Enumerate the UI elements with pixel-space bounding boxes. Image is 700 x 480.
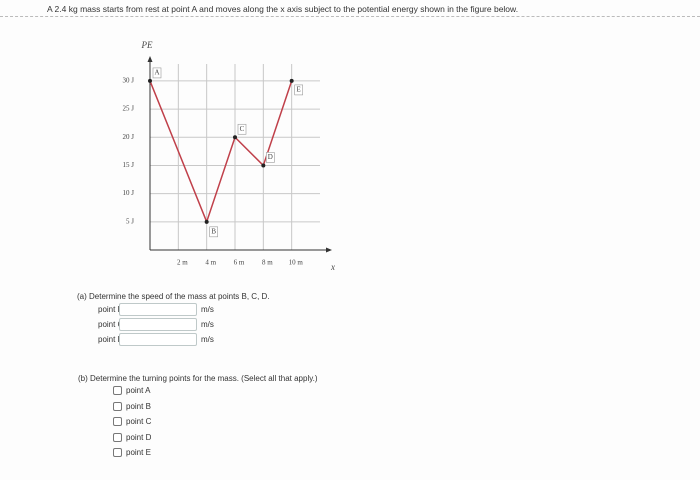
answer-input[interactable] — [119, 318, 197, 331]
unit-label: m/s — [201, 320, 214, 329]
answer-input[interactable] — [119, 303, 197, 316]
point-label: A — [154, 69, 159, 77]
y-axis-label: PE — [141, 40, 153, 50]
unit-label: m/s — [201, 305, 214, 314]
y-axis-arrow — [147, 56, 153, 62]
problem-statement: A 2.4 kg mass starts from rest at point … — [47, 4, 519, 14]
data-point — [289, 78, 294, 83]
y-tick-label: 30 J — [123, 77, 135, 85]
chart: PE x 5 J 10 J 15 J 20 J 25 J 30 J 2 m 4 m 6 m 8 m… — [123, 40, 335, 272]
x-tick-label: 6 m — [234, 259, 245, 267]
row-label: point C — [98, 320, 124, 329]
header — [0, 0, 700, 17]
option-label: point D — [126, 432, 152, 442]
data-point — [233, 135, 237, 140]
checkbox[interactable] — [113, 432, 122, 442]
y-tick-label: 20 J — [123, 133, 135, 141]
x-tick-label: 10 m — [289, 259, 304, 267]
part-b-question: (b) Determine the turning points for the… — [78, 374, 318, 383]
option-label: point A — [126, 386, 151, 395]
point-label-box — [209, 226, 218, 238]
y-tick-label: 15 J — [123, 161, 135, 169]
data-point — [204, 219, 209, 224]
point-label: E — [297, 86, 301, 94]
part-a-question: (a) Determine the speed of the mass at p… — [77, 292, 270, 301]
point-label-box — [266, 152, 275, 163]
point-label: B — [211, 227, 216, 235]
unit-label: m/s — [201, 335, 214, 344]
data-point — [261, 163, 266, 168]
data-point — [148, 78, 152, 83]
checkbox[interactable] — [113, 417, 122, 426]
row-label: point B — [98, 305, 123, 314]
x-axis-arrow — [326, 247, 332, 253]
y-tick-label: 5 J — [126, 217, 134, 225]
x-tick-label: 4 m — [205, 259, 216, 267]
point-label-box — [237, 123, 247, 135]
option-label: point E — [126, 448, 151, 457]
line — [149, 80, 293, 224]
option-label: point B — [126, 401, 151, 411]
checkbox[interactable] — [113, 401, 122, 411]
x-tick-label: 8 m — [262, 259, 273, 267]
option-label: point C — [126, 417, 152, 426]
answer-input[interactable] — [119, 333, 197, 346]
point-label: D — [268, 153, 273, 161]
point-label: C — [240, 125, 245, 133]
x-axis-label: x — [330, 262, 335, 272]
checkbox[interactable] — [113, 386, 122, 395]
point-label-box — [152, 67, 162, 79]
y-tick-label: 25 J — [123, 105, 135, 113]
row-label: point D — [98, 335, 124, 344]
point-label-box — [294, 84, 303, 96]
x-tick-label: 2 m — [177, 259, 188, 267]
y-tick-label: 10 J — [123, 189, 135, 197]
checkbox[interactable] — [113, 448, 122, 457]
